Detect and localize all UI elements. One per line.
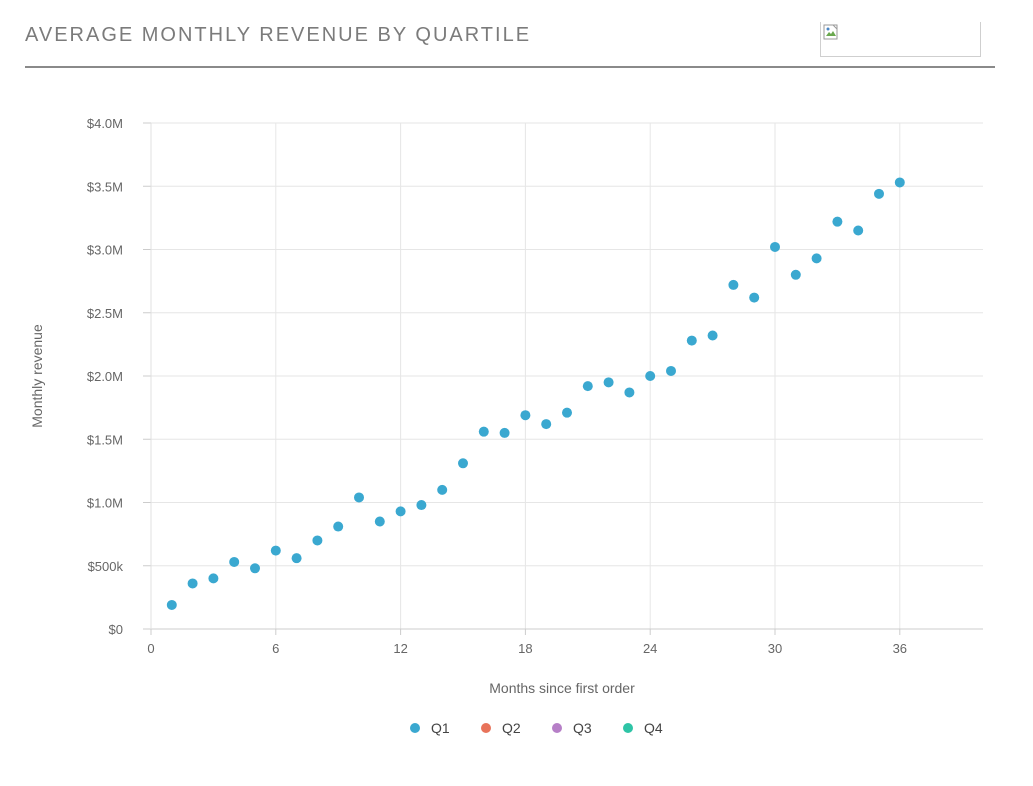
- legend-marker: [481, 723, 491, 733]
- legend-label: Q3: [573, 720, 592, 736]
- data-point[interactable]: [686, 335, 697, 346]
- data-point[interactable]: [853, 225, 864, 236]
- axes: $0 $500k $1.0M $1.5M $2.0M $2.5M $3.0M $3.5M $4.…: [87, 116, 983, 656]
- data-point[interactable]: [416, 500, 427, 511]
- data-point[interactable]: [624, 387, 635, 398]
- y-tick-label: $1.5M: [87, 432, 123, 447]
- page-title: AVERAGE MONTHLY REVENUE BY QUARTILE: [25, 24, 532, 46]
- legend-item-q3[interactable]: Q3: [552, 720, 592, 736]
- legend-item-q1[interactable]: Q1: [410, 720, 450, 736]
- data-point[interactable]: [374, 516, 385, 527]
- grid: [150, 122, 983, 629]
- legend-item-q2[interactable]: Q2: [481, 720, 521, 736]
- data-point[interactable]: [562, 407, 572, 418]
- y-tick-label: $0: [109, 622, 123, 637]
- x-tick-label: 30: [768, 641, 782, 656]
- x-tick-label: 0: [147, 641, 154, 656]
- data-point[interactable]: [749, 292, 760, 303]
- legend: Q1 Q2 Q3 Q4: [410, 720, 663, 736]
- header: AVERAGE MONTHLY REVENUE BY QUARTILE: [25, 0, 995, 68]
- data-point[interactable]: [499, 427, 510, 438]
- legend-marker: [552, 723, 562, 733]
- x-tick-label: 18: [518, 641, 532, 656]
- legend-marker: [623, 723, 633, 733]
- data-point[interactable]: [541, 419, 552, 430]
- legend-label: Q4: [644, 720, 663, 736]
- x-tick-label: 24: [643, 641, 657, 656]
- data-point[interactable]: [811, 253, 822, 264]
- legend-item-q4[interactable]: Q4: [623, 720, 663, 736]
- x-tick-label: 36: [893, 641, 907, 656]
- y-tick-label: $1.0M: [87, 496, 123, 511]
- data-point[interactable]: [187, 578, 198, 589]
- data-point[interactable]: [333, 521, 344, 532]
- data-point[interactable]: [270, 545, 281, 556]
- data-point[interactable]: [874, 188, 884, 199]
- legend-label: Q2: [502, 720, 521, 736]
- data-point[interactable]: [582, 381, 593, 392]
- data-point[interactable]: [770, 241, 780, 252]
- data-point[interactable]: [894, 177, 905, 188]
- data-point[interactable]: [229, 556, 240, 567]
- y-tick-label: $2.0M: [87, 369, 123, 384]
- data-point[interactable]: [437, 484, 448, 495]
- data-point[interactable]: [520, 410, 531, 421]
- data-point[interactable]: [645, 371, 656, 381]
- data-points: [166, 177, 905, 610]
- data-point[interactable]: [458, 458, 468, 469]
- y-axis-label: Monthly revenue: [29, 324, 45, 428]
- legend-label: Q1: [431, 720, 450, 736]
- data-point[interactable]: [354, 492, 364, 503]
- data-point[interactable]: [208, 573, 219, 584]
- data-point[interactable]: [166, 599, 177, 610]
- data-point[interactable]: [832, 216, 843, 227]
- data-point[interactable]: [790, 269, 801, 280]
- data-point[interactable]: [728, 279, 739, 290]
- y-tick-label: $3.5M: [87, 179, 123, 194]
- legend-marker: [410, 723, 420, 733]
- y-tick-label: $4.0M: [87, 116, 123, 131]
- y-tick-label: $500k: [88, 559, 124, 574]
- data-point[interactable]: [291, 553, 302, 564]
- logo: [820, 22, 981, 57]
- broken-image-icon: [823, 24, 838, 40]
- data-point[interactable]: [603, 377, 614, 388]
- x-axis-label: Months since first order: [489, 680, 635, 696]
- y-tick-label: $2.5M: [87, 306, 123, 321]
- data-point[interactable]: [478, 426, 489, 437]
- y-tick-label: $3.0M: [87, 243, 123, 258]
- data-point[interactable]: [250, 563, 260, 574]
- data-point[interactable]: [666, 365, 676, 376]
- data-point[interactable]: [395, 506, 406, 517]
- x-tick-label: 6: [272, 641, 279, 656]
- data-point[interactable]: [707, 330, 718, 341]
- x-tick-label: 12: [393, 641, 407, 656]
- data-point[interactable]: [312, 535, 323, 546]
